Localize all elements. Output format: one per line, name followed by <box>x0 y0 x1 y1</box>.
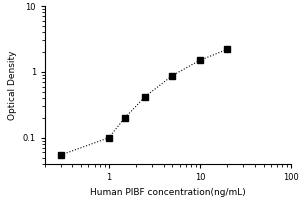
Y-axis label: Optical Density: Optical Density <box>8 50 17 120</box>
X-axis label: Human PIBF concentration(ng/mL): Human PIBF concentration(ng/mL) <box>90 188 246 197</box>
